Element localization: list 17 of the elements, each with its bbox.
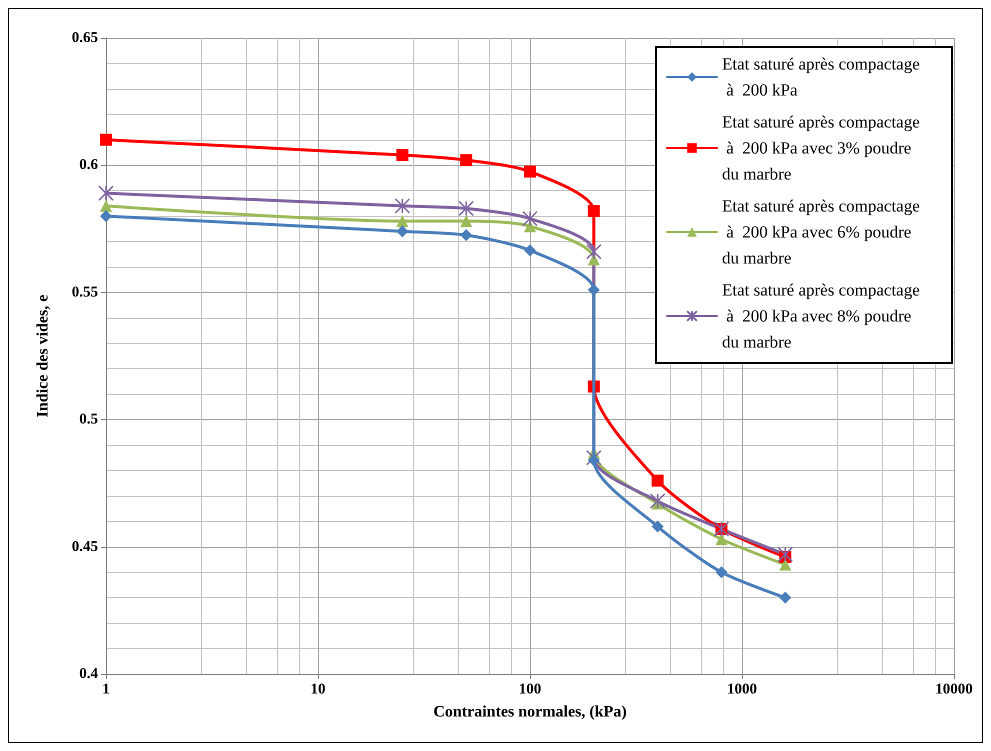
y-tick-label: 0.65: [72, 30, 98, 46]
x-tick-label: 1000: [727, 682, 757, 698]
y-tick-label: 0.55: [72, 284, 98, 300]
legend-label: Etat saturé après compactage à 200 kPa avec 6% poudre du marbre: [722, 196, 920, 268]
y-tick-label: 0.6: [79, 157, 98, 174]
y-tick-label: 0.45: [72, 538, 98, 555]
y-axis-title: Indice des vides, e: [34, 294, 52, 418]
x-tick-label: 100: [518, 682, 542, 698]
x-tick-label: 1: [102, 682, 110, 698]
x-axis-title: Contraintes normales, (kPa): [433, 704, 627, 720]
x-tick-label: 10000: [935, 682, 973, 698]
legend-label: Etat saturé après compactage à 200 kPa avec 3% poudre du marbre: [722, 112, 920, 184]
y-tick-label: 0.4: [79, 666, 98, 682]
legend-label: Etat saturé après compactage à 200 kPa: [722, 54, 920, 100]
x-tick-label: 10: [310, 682, 326, 698]
y-tick-label: 0.5: [79, 412, 98, 428]
legend-label: Etat saturé après compactage à 200 kPa avec 8% poudre du marbre: [722, 280, 920, 352]
